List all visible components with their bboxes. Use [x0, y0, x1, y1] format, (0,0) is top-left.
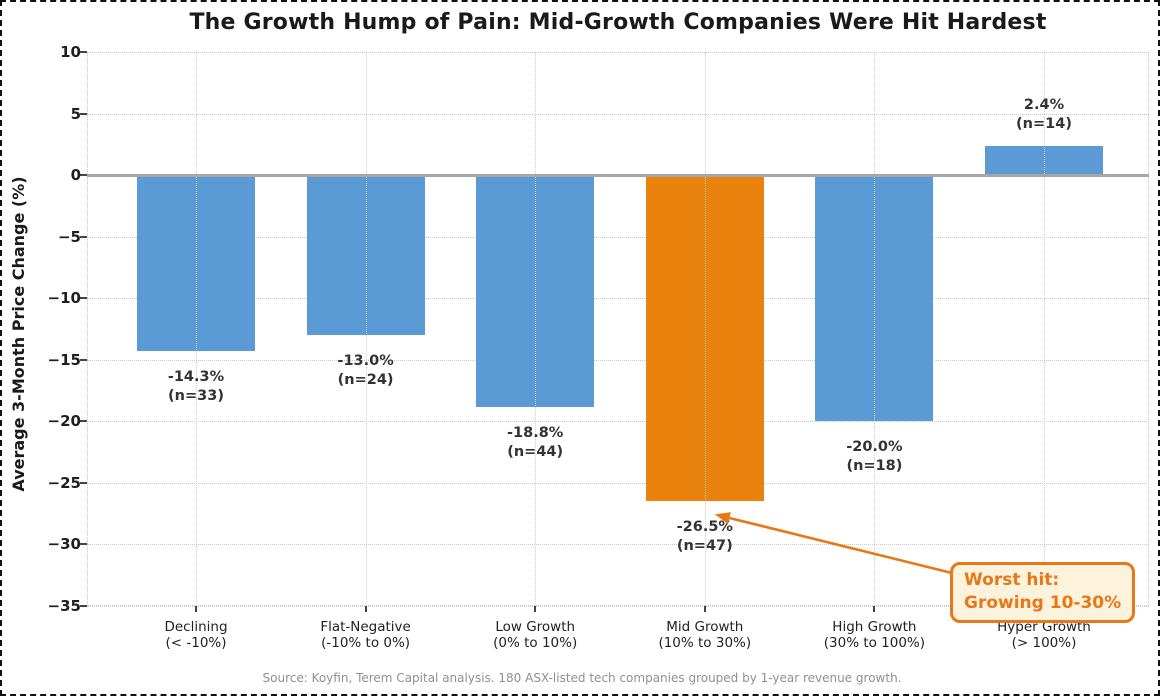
- value-text: -18.8%: [507, 424, 564, 441]
- x-tick-mark: [364, 606, 367, 612]
- v-gridline: [535, 52, 537, 606]
- category-name: Declining: [164, 619, 228, 635]
- count-text: (n=24): [337, 372, 394, 389]
- y-tick-label: −35: [47, 597, 81, 615]
- y-tick-mark: [80, 235, 87, 238]
- x-tick-mark: [195, 606, 197, 612]
- y-tick-label: −30: [47, 535, 81, 554]
- x-tick-mark: [873, 606, 876, 612]
- h-gridline: [87, 482, 1149, 484]
- y-tick-label: −10: [47, 289, 81, 308]
- y-tick-mark: [80, 481, 87, 484]
- y-tick-label: −15: [47, 350, 81, 369]
- source-note: Source: Koyfin, Terem Capital analysis. …: [262, 671, 902, 685]
- x-category-label: High Growth (30% to 100%): [786, 619, 962, 651]
- value-text: -13.0%: [337, 353, 394, 370]
- category-range: (10% to 30%): [658, 634, 752, 651]
- y-tick-mark: [80, 174, 87, 177]
- annotation-callout: Worst hit: Growing 10-30%: [950, 562, 1136, 623]
- y-tick-label: −20: [47, 412, 81, 431]
- value-text: -26.5%: [676, 519, 733, 536]
- h-gridline: [87, 544, 1149, 546]
- h-gridline: [87, 298, 1149, 300]
- count-text: (n=14): [1016, 115, 1072, 132]
- x-tick-mark: [534, 606, 537, 612]
- x-category-label: Declining (< -10%): [108, 619, 284, 651]
- category-range: (30% to 100%): [823, 634, 926, 651]
- y-tick-mark: [80, 420, 87, 423]
- x-category-label: Mid Growth (10% to 30%): [617, 619, 793, 651]
- category-name: Flat-Negative: [320, 619, 411, 635]
- y-tick-mark: [80, 543, 87, 546]
- category-range: (0% to 10%): [493, 634, 578, 651]
- category-name: Low Growth: [495, 619, 576, 635]
- x-category-label: Flat-Negative (-10% to 0%): [278, 619, 454, 651]
- h-gridline: [87, 421, 1149, 423]
- bar-value-label: -20.0% (n=18): [799, 438, 949, 476]
- chart-title: The Growth Hump of Pain: Mid-Growth Comp…: [189, 10, 1047, 35]
- category-name: Mid Growth: [666, 619, 744, 635]
- h-gridline: [87, 52, 1149, 53]
- y-tick-mark: [80, 51, 87, 53]
- bar-value-label: 2.4% (n=14): [969, 96, 1119, 134]
- y-tick-mark: [80, 297, 87, 300]
- y-tick-label: 0: [70, 166, 81, 185]
- h-gridline: [87, 359, 1149, 361]
- v-gridline: [196, 52, 197, 606]
- y-tick-label: 5: [70, 104, 81, 123]
- x-tick-mark: [703, 606, 706, 612]
- x-category-label: Low Growth (0% to 10%): [447, 619, 623, 651]
- count-text: (n=47): [676, 538, 733, 555]
- category-name: Hyper Growth: [997, 619, 1091, 635]
- y-tick-label: −5: [57, 227, 81, 246]
- bar-value-label: -13.0% (n=24): [291, 352, 441, 390]
- v-gridline: [1044, 52, 1045, 606]
- category-range: (< -10%): [165, 634, 227, 651]
- h-gridline: [87, 113, 1149, 115]
- y-tick-mark: [80, 605, 87, 607]
- category-range: (-10% to 0%): [321, 634, 411, 651]
- y-tick-mark: [80, 358, 87, 361]
- y-tick-label: 10: [60, 43, 81, 61]
- annotation-line-1: Worst hit:: [964, 570, 1060, 590]
- value-text: 2.4%: [1023, 96, 1065, 113]
- value-text: -14.3%: [167, 369, 225, 386]
- count-text: (n=33): [168, 388, 224, 405]
- h-gridline: [87, 606, 1149, 607]
- h-gridline: [87, 236, 1149, 238]
- y-tick-mark: [80, 112, 87, 115]
- bar-value-label: -26.5% (n=47): [630, 518, 780, 556]
- bar-value-label: -14.3% (n=33): [121, 368, 271, 406]
- y-tick-label: −25: [47, 473, 81, 492]
- count-text: (n=18): [846, 458, 903, 475]
- count-text: (n=44): [507, 443, 564, 460]
- annotation-line-2: Growing 10-30%: [964, 593, 1122, 613]
- bar-value-label: -18.8% (n=44): [460, 424, 610, 462]
- value-text: -20.0%: [846, 439, 903, 456]
- category-range: (> 100%): [1011, 634, 1077, 651]
- v-gridline: [704, 52, 706, 606]
- category-name: High Growth: [832, 619, 917, 635]
- x-category-label: Hyper Growth (> 100%): [956, 619, 1132, 651]
- zero-line: [87, 174, 1149, 177]
- v-gridline: [365, 52, 367, 606]
- v-gridline: [874, 52, 876, 606]
